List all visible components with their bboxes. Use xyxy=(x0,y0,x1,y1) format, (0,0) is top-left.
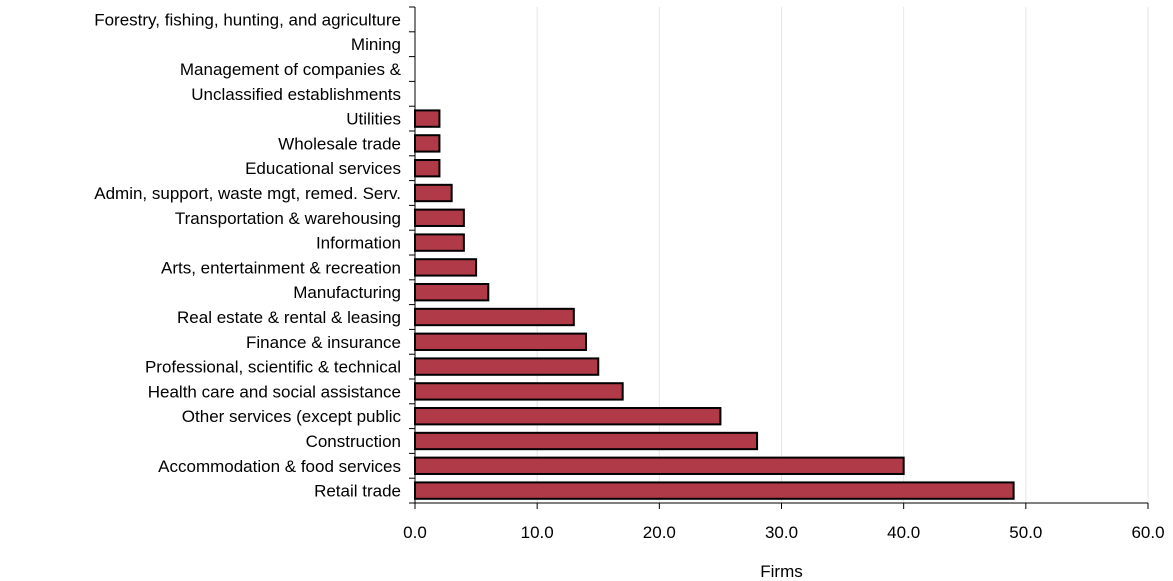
category-label: Real estate & rental & leasing xyxy=(177,308,401,327)
x-tick-label: 0.0 xyxy=(403,523,427,542)
category-label: Construction xyxy=(306,432,401,451)
bar xyxy=(414,159,441,178)
bar xyxy=(414,283,490,302)
bar xyxy=(414,183,453,203)
axes xyxy=(409,6,1149,509)
category-label: Professional, scientific & technical xyxy=(145,358,401,377)
category-label: Transportation & warehousing xyxy=(175,209,401,228)
category-label: Mining xyxy=(351,35,401,54)
bar xyxy=(414,109,441,128)
bar xyxy=(414,431,759,451)
category-label: Admin, support, waste mgt, remed. Serv. xyxy=(94,184,401,203)
category-label: Other services (except public xyxy=(182,407,402,426)
category-label: Manufacturing xyxy=(293,283,401,302)
x-tick-label: 10.0 xyxy=(521,523,554,542)
category-label: Wholesale trade xyxy=(278,134,401,153)
bar xyxy=(414,134,441,153)
bar xyxy=(414,481,1015,500)
category-label: Arts, entertainment & recreation xyxy=(161,258,401,277)
category-label: Accommodation & food services xyxy=(158,457,401,476)
x-tick-label: 40.0 xyxy=(887,523,920,542)
bar xyxy=(414,382,624,401)
bar xyxy=(414,307,575,327)
category-label: Finance & insurance xyxy=(246,333,401,352)
category-label: Health care and social assistance xyxy=(148,382,401,401)
x-tick-labels: 0.0 10.0 20.0 30.0 40.0 50.0 60.0 xyxy=(403,523,1164,542)
bar xyxy=(414,208,465,227)
category-label: Educational services xyxy=(245,159,401,178)
x-tick-label: 60.0 xyxy=(1131,523,1164,542)
x-tick-label: 50.0 xyxy=(1009,523,1042,542)
category-label: Retail trade xyxy=(314,482,401,501)
category-labels: Forestry, fishing, hunting, and agricult… xyxy=(94,10,401,500)
bar xyxy=(414,258,478,277)
category-label: Management of companies & xyxy=(180,60,402,79)
category-label: Unclassified establishments xyxy=(191,85,401,104)
gridlines xyxy=(536,7,1149,503)
category-label: Utilities xyxy=(346,110,401,129)
bar xyxy=(414,233,465,252)
category-label: Information xyxy=(316,234,401,253)
x-axis-title: Firms xyxy=(760,562,802,581)
bar xyxy=(414,456,905,475)
x-tick-label: 30.0 xyxy=(765,523,798,542)
bar xyxy=(414,407,722,426)
bars xyxy=(414,109,1015,500)
bar xyxy=(414,357,600,376)
x-tick-label: 20.0 xyxy=(643,523,676,542)
category-label: Forestry, fishing, hunting, and agricult… xyxy=(94,10,401,29)
bar xyxy=(414,332,588,351)
